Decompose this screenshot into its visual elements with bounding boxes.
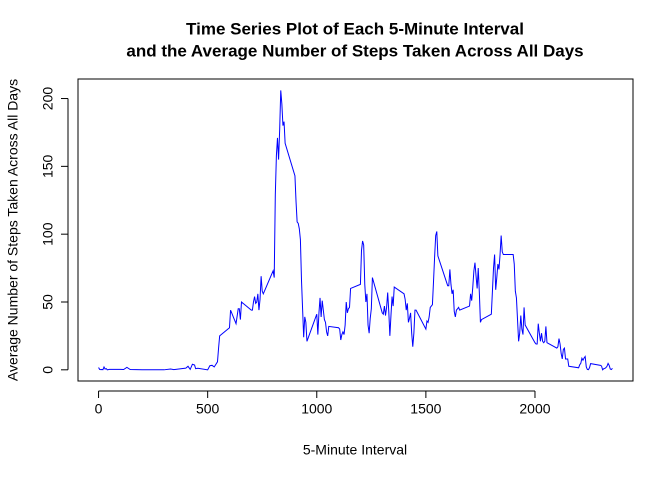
x-tick-label: 1000 bbox=[301, 401, 332, 417]
x-tick-label: 0 bbox=[95, 401, 103, 417]
y-tick-label: 50 bbox=[40, 294, 56, 310]
y-tick-label: 100 bbox=[40, 222, 56, 246]
y-tick-label: 150 bbox=[40, 154, 56, 178]
y-tick-label: 200 bbox=[40, 87, 56, 111]
chart-title: Time Series Plot of Each 5-Minute Interv… bbox=[186, 19, 524, 38]
x-axis-label: 5-Minute Interval bbox=[303, 442, 407, 458]
data-line bbox=[98, 90, 613, 371]
y-tick-label: 0 bbox=[40, 366, 56, 374]
x-tick-label: 2000 bbox=[519, 401, 550, 417]
y-axis-label: Average Number of Steps Taken Across All… bbox=[5, 79, 21, 381]
x-tick-label: 500 bbox=[196, 401, 220, 417]
chart-title: and the Average Number of Steps Taken Ac… bbox=[126, 41, 583, 60]
x-tick-label: 1500 bbox=[410, 401, 441, 417]
plot-box bbox=[77, 78, 634, 382]
